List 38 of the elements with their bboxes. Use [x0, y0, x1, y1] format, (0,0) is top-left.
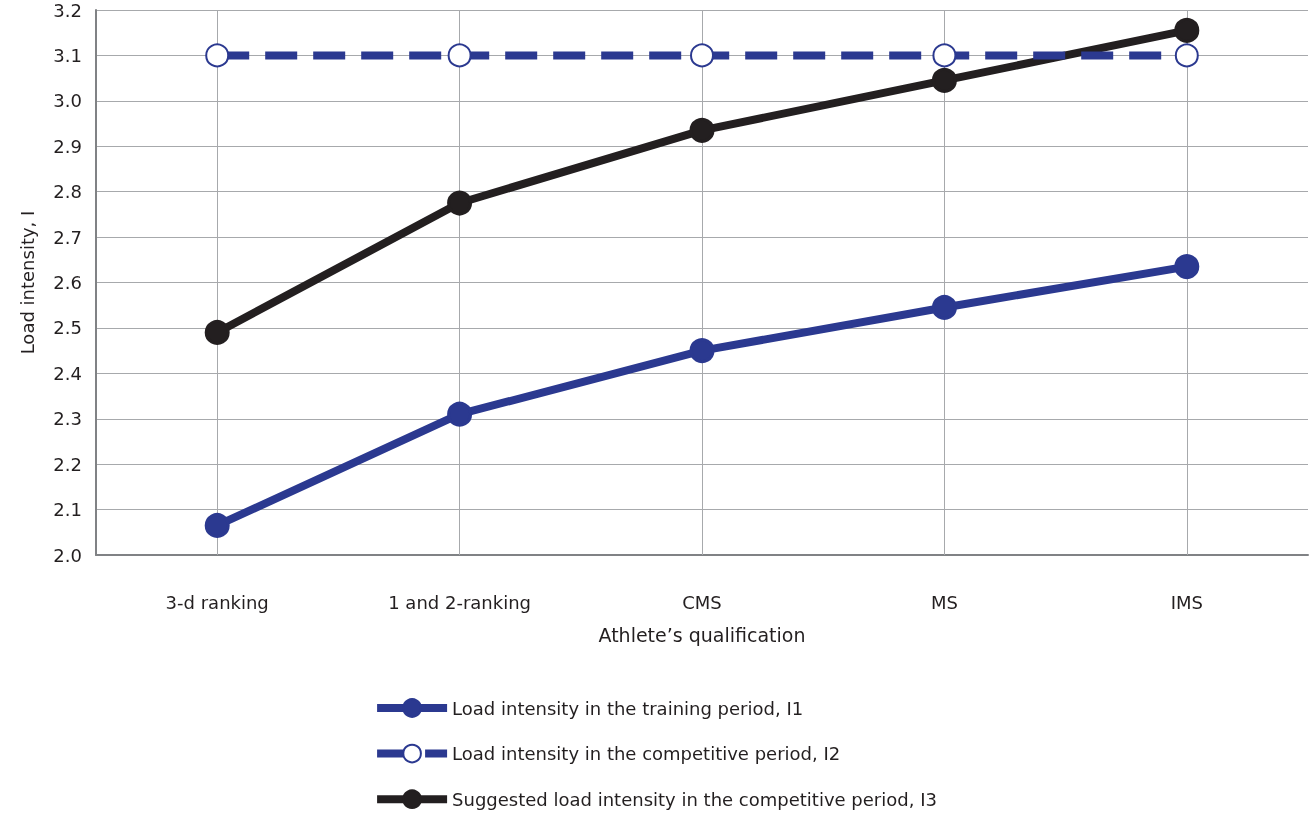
point	[931, 67, 957, 93]
point	[204, 512, 230, 538]
x-tick-label: 1 and 2-ranking	[388, 591, 532, 613]
y-tick-label: 2.2	[53, 453, 82, 475]
y-tick-label: 2.5	[53, 317, 82, 339]
legend-label: Load intensity in the training period, I1	[452, 697, 804, 719]
legend-label: Load intensity in the competitive period, I2	[452, 743, 841, 765]
point	[447, 401, 473, 427]
point	[689, 338, 715, 364]
point	[1174, 43, 1199, 68]
point	[447, 43, 472, 68]
point	[689, 117, 715, 143]
y-tick-label: 2.6	[53, 272, 82, 293]
x-tick-label: MS	[930, 591, 958, 613]
y-tick-label: 2.3	[53, 408, 82, 430]
x-tick-label: 3-d ranking	[165, 591, 269, 613]
y-tick-label: 2.8	[53, 181, 82, 203]
point	[1174, 17, 1200, 43]
point	[1174, 254, 1200, 280]
y-tick-label: 3.0	[53, 90, 82, 112]
legend-label: Suggested load intensity in the competitive period, I3	[452, 788, 937, 810]
y-tick-label: 2.4	[53, 362, 82, 384]
y-tick-label: 2.7	[53, 226, 82, 248]
point	[205, 43, 230, 68]
y-tick-label: 3.1	[53, 44, 82, 66]
point	[204, 319, 230, 345]
point	[447, 190, 473, 216]
point	[932, 43, 957, 68]
y-tick-label: 3.2	[53, 0, 82, 21]
x-tick-label: IMS	[1170, 591, 1203, 613]
x-tick-label: CMS	[682, 591, 722, 613]
y-tick-label: 2.9	[53, 135, 82, 157]
y-tick-label: 2.0	[53, 544, 82, 566]
y-axis-title: Load intensity, I	[16, 210, 38, 355]
point	[931, 294, 957, 320]
y-tick-label: 2.1	[53, 499, 82, 521]
x-axis-title: Athlete’s qualification	[598, 623, 806, 646]
point	[690, 43, 714, 68]
